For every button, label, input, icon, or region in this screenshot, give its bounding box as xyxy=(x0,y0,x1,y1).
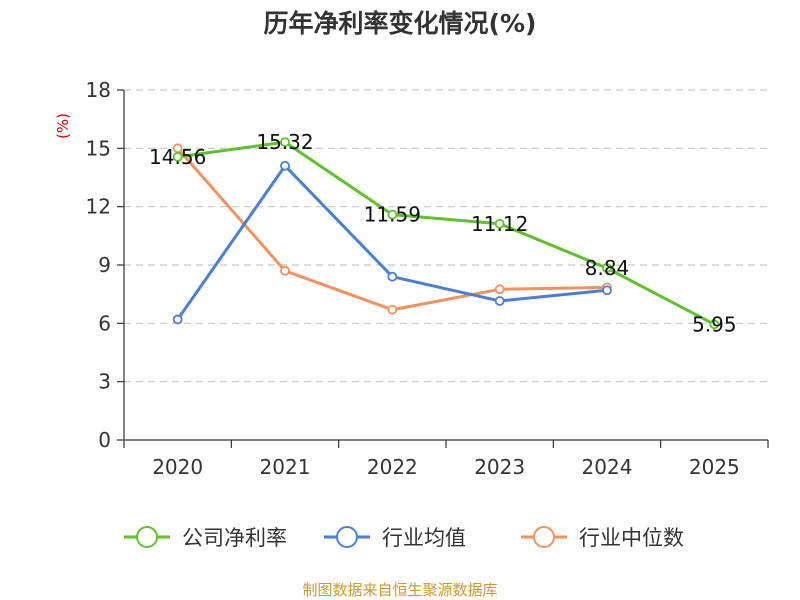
x-tick-label: 2025 xyxy=(689,455,740,479)
series-point xyxy=(387,271,398,282)
grid-lines xyxy=(124,89,768,383)
y-axis-unit: (%) xyxy=(54,113,72,139)
source-note: 制图数据来自恒生聚源数据库 xyxy=(302,581,497,599)
x-tick-label: 2024 xyxy=(582,455,633,479)
data-label: 5.95 xyxy=(692,312,737,336)
series-point xyxy=(387,304,398,315)
series-point xyxy=(280,265,290,276)
chart-title: 历年净利率变化情况(%) xyxy=(264,9,537,38)
series-point xyxy=(172,314,183,325)
data-label: 14.56 xyxy=(149,145,206,169)
y-tick-label: 18 xyxy=(86,78,111,102)
y-tick-label: 0 xyxy=(98,428,111,452)
data-label: 11.59 xyxy=(364,203,421,227)
data-label: 15.32 xyxy=(256,130,313,154)
series-point xyxy=(602,263,612,274)
legend-label: 行业中位数 xyxy=(579,526,684,550)
x-tick-label: 2023 xyxy=(474,455,525,479)
legend-item: 行业均值 xyxy=(324,526,466,550)
series-point xyxy=(280,137,290,148)
series-point xyxy=(387,209,398,220)
data-labels: 14.56 15.32 11.59 11.12 8.84 5.95 xyxy=(149,130,737,336)
series-point xyxy=(494,284,505,295)
legend-marker xyxy=(336,526,358,548)
legend-marker xyxy=(136,526,158,548)
series-point xyxy=(709,319,720,330)
legend-item: 行业中位数 xyxy=(521,526,684,550)
legend-label: 行业均值 xyxy=(382,526,466,550)
x-tick-label: 2022 xyxy=(367,455,418,479)
y-tick-label: 3 xyxy=(98,370,111,394)
series-point xyxy=(280,160,290,171)
legend: 公司净利率 行业均值 行业中位数 xyxy=(124,526,684,550)
x-tick-label: 2020 xyxy=(152,455,203,479)
axes: 0 3 6 9 12 15 18 2020 2021 2022 2023 2024 2025 xyxy=(86,78,769,479)
x-tick-label: 2021 xyxy=(260,455,311,479)
series-point xyxy=(602,285,612,296)
data-label: 11.12 xyxy=(471,212,528,236)
legend-marker xyxy=(533,526,555,548)
series-point xyxy=(172,151,183,162)
legend-item: 公司净利率 xyxy=(124,526,287,550)
y-tick-label: 15 xyxy=(86,136,111,160)
series-line xyxy=(177,140,716,326)
y-tick-label: 6 xyxy=(98,311,111,335)
series-group xyxy=(172,137,720,330)
series-point xyxy=(494,218,505,229)
legend-label: 公司净利率 xyxy=(182,526,287,550)
data-label: 8.84 xyxy=(585,256,630,280)
y-tick-label: 9 xyxy=(98,253,111,277)
y-tick-label: 12 xyxy=(86,195,111,219)
series-point xyxy=(494,296,505,306)
